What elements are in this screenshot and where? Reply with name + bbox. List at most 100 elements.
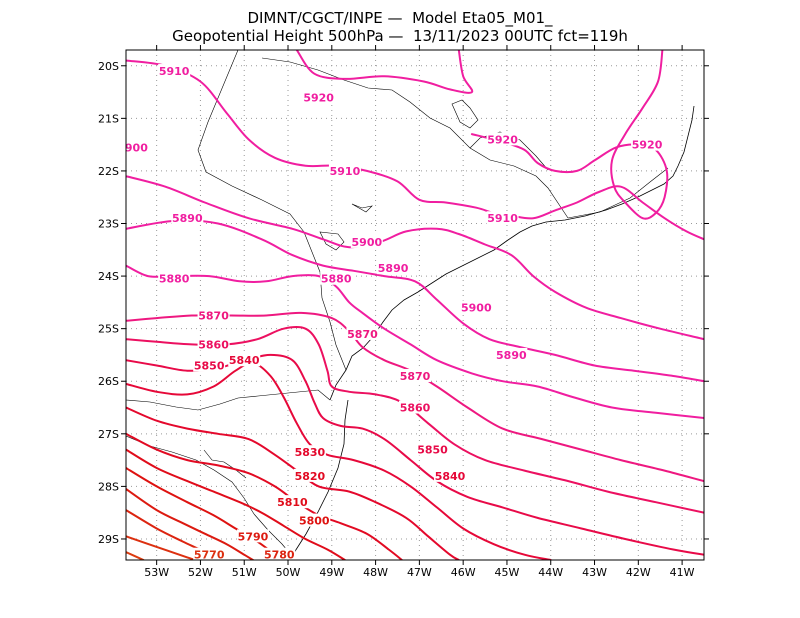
contour-label-5900-3-0: 5900 <box>117 141 148 154</box>
y-tick-label-8: 28S <box>98 480 119 493</box>
contour-5910-2 <box>126 59 704 241</box>
contour-label-bg-5920-0-2 <box>631 137 664 151</box>
contour-5830-11 <box>126 406 460 560</box>
contour-5900-4 <box>126 175 704 341</box>
coastline-borders <box>126 50 695 557</box>
contour-5800-14 <box>126 467 281 560</box>
contour-label-bg-5900-4-1 <box>460 300 493 314</box>
y-tick-label-3: 23S <box>98 218 119 231</box>
contour-5820-12 <box>126 432 403 560</box>
y-tick-label-9: 29S <box>98 533 119 546</box>
x-tick-label-5: 48W <box>363 566 388 579</box>
chart-title: DIMNT/CGCT/INPE — Model Eta05_M01_ <box>247 9 553 27</box>
contour-label-bg-5890-5-2 <box>495 347 528 361</box>
contour-label-bg-5870-7-1 <box>346 326 379 340</box>
contour-label-bg-5850-9-1 <box>416 442 449 456</box>
contour-label-bg-5900-3-0 <box>126 140 149 154</box>
contour-label-5890-5-2: 5890 <box>496 349 527 362</box>
contour-lines <box>126 50 704 560</box>
contour-5920-1 <box>470 50 669 220</box>
x-tick-label-6: 47W <box>407 566 432 579</box>
y-tick-label-0: 20S <box>98 60 119 73</box>
x-tick-label-3: 50W <box>276 566 301 579</box>
contour-label-bg-5850-9-0 <box>193 358 226 372</box>
contour-label-5860-8-1: 5860 <box>400 402 431 415</box>
x-tick-label-12: 41W <box>670 566 695 579</box>
y-tick-label-4: 24S <box>98 270 119 283</box>
contour-label-bg-5780-16-0 <box>263 547 296 560</box>
chart-subtitle: Geopotential Height 500hPa — 13/11/2023 … <box>172 27 628 45</box>
contour-label-5850-9-1: 5850 <box>417 444 448 457</box>
contour-label-5800-14-0: 5800 <box>299 515 330 528</box>
y-tick-label-7: 27S <box>98 428 119 441</box>
contour-label-5920-0-1: 5920 <box>487 133 518 146</box>
contour-label-5880-6-1: 5880 <box>321 273 352 286</box>
y-tick-label-2: 22S <box>98 165 119 178</box>
contour-label-bg-5920-0-1 <box>486 132 519 146</box>
contour-label-5900-4-1: 5900 <box>461 302 492 315</box>
y-tick-label-5: 25S <box>98 323 119 336</box>
contour-5790-15 <box>126 488 254 560</box>
contour-label-bg-5920-0-0 <box>302 90 335 104</box>
contour-label-bg-5820-12-0 <box>293 468 326 482</box>
gridlines <box>126 50 704 560</box>
contour-label-5870-7-0: 5870 <box>198 310 229 323</box>
y-tick-label-1: 21S <box>98 112 119 125</box>
contour-label-5830-11-0: 5830 <box>295 446 326 459</box>
contour-label-5900-4-0: 5900 <box>352 236 383 249</box>
plot-frame <box>125 49 705 561</box>
contour-5880-6 <box>126 264 704 419</box>
contour-label-5860-8-0: 5860 <box>198 338 229 351</box>
contour-label-5770-17-0: 5770 <box>194 549 225 562</box>
contour-5890-5 <box>126 219 704 383</box>
x-tick-label-0: 53W <box>144 566 169 579</box>
x-tick-label-4: 49W <box>319 566 344 579</box>
contour-label-5890-5-1: 5890 <box>378 262 409 275</box>
contour-label-5840-10-1: 5840 <box>435 470 466 483</box>
contour-5840-10 <box>126 361 552 560</box>
contour-label-bg-5890-5-0 <box>171 211 204 225</box>
contour-label-bg-5830-11-0 <box>293 445 326 459</box>
y-tick-label-6: 26S <box>98 375 119 388</box>
contour-label-bg-5900-4-0 <box>350 234 383 248</box>
contour-label-bg-5840-10-0 <box>228 353 261 367</box>
contour-5760-18 <box>126 551 145 560</box>
contour-label-5790-15-0: 5790 <box>238 530 269 543</box>
contour-label-bg-5880-6-0 <box>158 271 191 285</box>
contour-label-bg-5860-8-1 <box>399 400 431 414</box>
contour-label-5870-7-1: 5870 <box>347 328 378 341</box>
x-tick-label-1: 52W <box>188 566 213 579</box>
contour-label-bg-5890-5-1 <box>377 261 410 275</box>
contour-label-bg-5880-6-1 <box>320 271 353 285</box>
contour-labels: 5920 5920 5920 5910 5910 5910 5900 5900 5900 5890… <box>117 64 664 562</box>
contour-label-5890-5-0: 5890 <box>172 212 203 225</box>
contour-label-5780-16-0: 5780 <box>264 549 295 562</box>
contour-5920-0 <box>295 50 474 94</box>
contour-5860-8 <box>126 326 704 514</box>
x-tick-label-10: 43W <box>582 566 607 579</box>
x-tick-label-7: 46W <box>451 566 476 579</box>
contour-5870-7 <box>126 311 704 483</box>
contour-label-bg-5910-2-1 <box>328 163 361 177</box>
contour-label-5850-9-0: 5850 <box>194 359 225 372</box>
contour-label-5910-2-2: 5910 <box>487 212 518 225</box>
contour-label-bg-5910-2-2 <box>486 211 519 225</box>
contour-label-bg-5870-7-0 <box>197 308 230 322</box>
x-tick-label-9: 44W <box>538 566 563 579</box>
contour-label-bg-5870-7-2 <box>399 368 431 382</box>
contour-label-5910-2-0: 5910 <box>159 65 190 78</box>
contour-label-5820-12-0: 5820 <box>295 470 326 483</box>
contour-label-bg-5840-10-1 <box>434 468 467 482</box>
contour-label-bg-5800-14-0 <box>298 513 331 527</box>
x-tick-label-11: 42W <box>626 566 651 579</box>
contour-label-5810-13-0: 5810 <box>277 496 308 509</box>
contour-label-5840-10-0: 5840 <box>229 354 260 367</box>
x-tick-label-2: 51W <box>232 566 257 579</box>
contour-label-5920-0-2: 5920 <box>632 139 663 152</box>
contour-label-bg-5860-8-0 <box>197 337 230 351</box>
x-tick-label-8: 45W <box>495 566 520 579</box>
contour-label-5880-6-0: 5880 <box>159 273 190 286</box>
contour-label-5920-0-0: 5920 <box>303 91 334 104</box>
contour-label-bg-5910-2-0 <box>158 64 191 78</box>
